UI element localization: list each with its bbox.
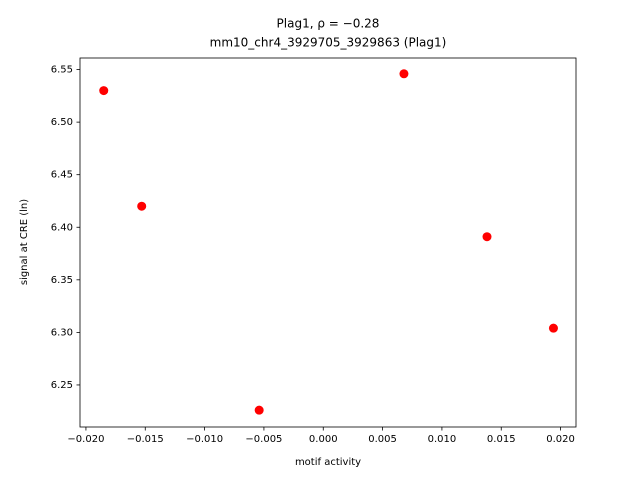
x-tick-label: −0.005 xyxy=(245,434,282,445)
y-axis-label: signal at CRE (ln) xyxy=(19,199,30,285)
point xyxy=(548,323,558,333)
x-tick-label: 0.015 xyxy=(487,434,516,445)
x-tick-label: 0.005 xyxy=(368,434,397,445)
y-tick-label: 6.50 xyxy=(51,117,73,128)
point xyxy=(399,69,409,79)
point xyxy=(137,201,147,211)
point xyxy=(254,405,264,415)
chart-subtitle: mm10_chr4_3929705_3929863 (Plag1) xyxy=(210,36,447,50)
x-tick-label: −0.010 xyxy=(186,434,223,445)
x-tick-label: 0.020 xyxy=(546,434,575,445)
chart-title: Plag1, ρ = −0.28 xyxy=(277,17,380,31)
y-tick-label: 6.40 xyxy=(51,222,73,233)
y-tick-label: 6.55 xyxy=(51,65,73,76)
point xyxy=(482,232,492,242)
point xyxy=(99,86,109,96)
x-tick-label: −0.015 xyxy=(127,434,164,445)
y-tick-label: 6.35 xyxy=(51,275,73,286)
x-axis-label: motif activity xyxy=(295,457,361,468)
x-tick-label: 0.000 xyxy=(309,434,338,445)
y-tick-label: 6.45 xyxy=(51,170,73,181)
x-tick-label: −0.020 xyxy=(67,434,104,445)
x-tick-label: 0.010 xyxy=(428,434,457,445)
axes-frame xyxy=(79,57,577,428)
y-tick-label: 6.30 xyxy=(51,327,73,338)
y-tick-label: 6.25 xyxy=(51,380,73,391)
